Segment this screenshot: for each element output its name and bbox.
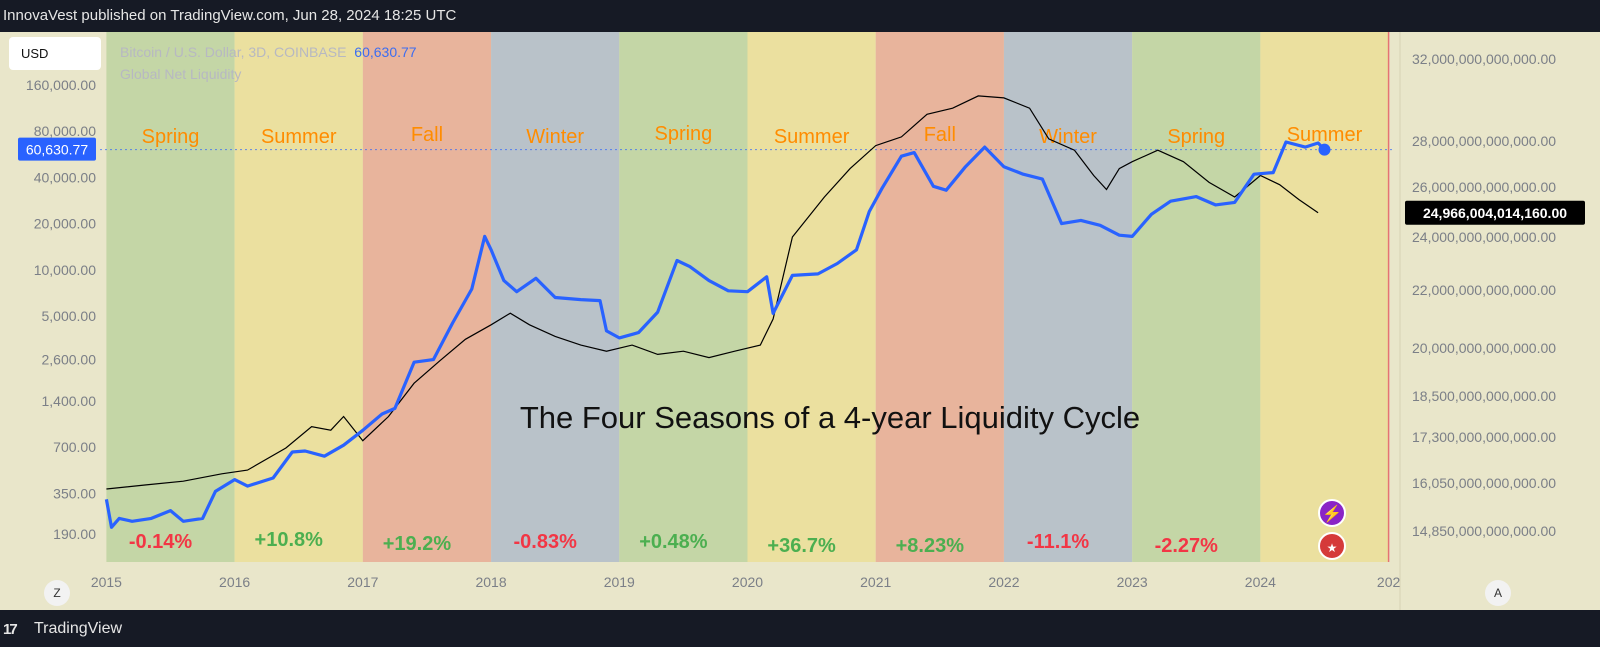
left-tick-label-2: 40,000.00 xyxy=(34,169,96,185)
season-return-1: +10.8% xyxy=(255,529,324,551)
x-tick-label-0: 2015 xyxy=(91,574,122,590)
season-band-6 xyxy=(875,32,1004,562)
chart-title: The Four Seasons of a 4-year Liquidity C… xyxy=(520,400,1140,435)
season-return-6: +8.23% xyxy=(896,535,965,557)
right-tick-label-1: 28,000,000,000,000.00 xyxy=(1412,133,1556,149)
right-tick-label-2: 26,000,000,000,000.00 xyxy=(1412,179,1556,195)
legend-btc-label: Bitcoin / U.S. Dollar, 3D, COINBASE xyxy=(120,44,347,60)
season-band-9 xyxy=(1260,32,1389,562)
right-tick-label-5: 20,000,000,000,000.00 xyxy=(1412,340,1556,356)
currency-button[interactable]: USD xyxy=(9,37,101,70)
season-band-5 xyxy=(747,32,876,562)
left-tick-label-5: 5,000.00 xyxy=(42,308,97,324)
btc-last-point xyxy=(1318,143,1331,156)
left-tick-label-1: 80,000.00 xyxy=(34,123,96,139)
left-tick-label-6: 2,600.00 xyxy=(42,352,97,368)
season-return-2: +19.2% xyxy=(383,533,452,555)
season-band-0 xyxy=(106,32,235,562)
right-tick-label-0: 32,000,000,000,000.00 xyxy=(1412,51,1556,67)
auto-scale-button[interactable]: A xyxy=(1485,580,1511,606)
season-return-5: +36.7% xyxy=(767,535,836,557)
tradingview-logo-icon: 17 xyxy=(3,621,18,638)
season-return-7: -11.1% xyxy=(1027,531,1089,553)
right-tick-label-8: 16,050,000,000,000.00 xyxy=(1412,475,1556,491)
series-line-liquidity xyxy=(106,95,1319,490)
lightning-event-icon[interactable]: ⚡ xyxy=(1318,499,1346,527)
zoom-button[interactable]: Z xyxy=(44,580,70,606)
right-tick-label-4: 22,000,000,000,000.00 xyxy=(1412,282,1556,298)
season-label-1: Summer xyxy=(261,126,337,148)
right-current-badge xyxy=(1405,200,1585,225)
left-tick-label-7: 1,400.00 xyxy=(42,393,97,409)
publisher-header: InnovaVest published on TradingView.com,… xyxy=(3,7,457,24)
right-tick-label-3: 24,000,000,000,000.00 xyxy=(1412,229,1556,245)
season-band-7 xyxy=(1003,32,1133,562)
season-label-5: Summer xyxy=(774,126,850,148)
season-return-8: -2.27% xyxy=(1155,535,1219,557)
left-tick-label-4: 10,000.00 xyxy=(34,262,96,278)
left-tick-label-9: 350.00 xyxy=(53,485,96,501)
season-return-0: -0.14% xyxy=(129,531,193,553)
series-line-btc xyxy=(104,140,1326,529)
x-tick-label-2: 2017 xyxy=(347,574,378,590)
x-tick-label-9: 2024 xyxy=(1245,574,1276,590)
left-tick-label-3: 20,000.00 xyxy=(34,216,96,232)
x-tick-label-7: 2022 xyxy=(988,574,1019,590)
season-label-8: Spring xyxy=(1167,126,1225,148)
x-tick-label-1: 2016 xyxy=(219,574,250,590)
x-tick-label-5: 2020 xyxy=(732,574,763,590)
left-tick-label-10: 190.00 xyxy=(53,526,96,542)
chart-area[interactable]: Spring Summer Fall Winter Spring Summer Fall Wi… xyxy=(0,32,1600,610)
season-bands xyxy=(106,32,1389,562)
season-band-1 xyxy=(234,32,363,562)
legend-btc-price: 60,630.77 xyxy=(354,44,417,60)
season-band-4 xyxy=(619,32,748,562)
footer: 17 TradingView xyxy=(0,610,1600,647)
tradingview-brand[interactable]: TradingView xyxy=(34,620,123,637)
x-tick-label-10: 202 xyxy=(1377,574,1401,590)
right-current-label: 24,966,004,014,160.00 xyxy=(1423,205,1567,221)
right-axis-bg xyxy=(1400,32,1600,610)
x-tick-label-8: 2023 xyxy=(1117,574,1148,590)
right-tick-label-7: 17,300,000,000,000.00 xyxy=(1412,429,1556,445)
left-tick-label-0: 160,000.00 xyxy=(26,77,96,93)
season-label-2: Fall xyxy=(411,124,443,146)
right-tick-label-6: 18,500,000,000,000.00 xyxy=(1412,388,1556,404)
x-tick-label-6: 2021 xyxy=(860,574,891,590)
left-current-badge xyxy=(18,137,96,161)
x-tick-label-3: 2018 xyxy=(475,574,506,590)
season-label-0: Spring xyxy=(142,126,200,148)
season-label-7: Winter xyxy=(1039,126,1097,148)
legend-gnl[interactable]: Global Net Liquidity xyxy=(120,66,241,82)
season-band-2 xyxy=(362,32,492,562)
x-tick-label-4: 2019 xyxy=(604,574,635,590)
legend-gnl-label: Global Net Liquidity xyxy=(120,66,242,82)
right-tick-label-9: 14,850,000,000,000.00 xyxy=(1412,523,1556,539)
us-flag-event-icon[interactable]: ★ xyxy=(1318,532,1346,560)
left-tick-label-8: 700.00 xyxy=(53,439,96,455)
left-current-label: 60,630.77 xyxy=(26,142,88,158)
season-return-3: -0.83% xyxy=(513,531,577,553)
season-label-3: Winter xyxy=(526,126,584,148)
season-return-4: +0.48% xyxy=(639,531,708,553)
season-band-8 xyxy=(1132,32,1261,562)
chart-svg[interactable]: Spring Summer Fall Winter Spring Summer Fall Wi… xyxy=(0,32,1600,610)
season-label-6: Fall xyxy=(924,124,956,146)
season-label-9: Summer xyxy=(1287,124,1363,146)
season-label-4: Spring xyxy=(654,123,712,145)
legend-btc[interactable]: Bitcoin / U.S. Dollar, 3D, COINBASE 60,6… xyxy=(120,44,417,60)
